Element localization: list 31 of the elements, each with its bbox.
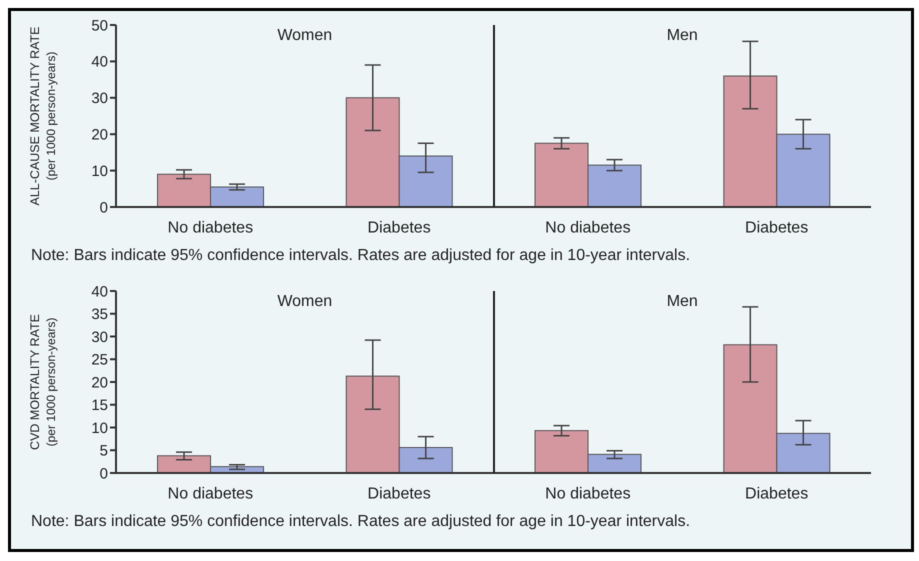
x-tick-label: No diabetes	[168, 485, 254, 502]
x-tick-label: No diabetes	[545, 219, 631, 236]
y-axis-title: CVD MORTALITY RATE (per 1000 person-years)	[28, 314, 58, 450]
annotation: Women	[276, 27, 334, 45]
y-tick-label: 20	[91, 126, 108, 144]
x-tick-label: Diabetes	[368, 485, 431, 502]
y-tick-label: 35	[91, 306, 108, 324]
text: Note: Bars indicate 95% confidence intervals. Rates are adjusted for age in 10-year intervals.	[31, 247, 692, 265]
y-tick-label: 0	[100, 199, 108, 216]
y-tick-label: 5	[100, 442, 108, 460]
annotation: Men	[666, 293, 699, 311]
x-tick-label: No diabetes	[545, 485, 631, 502]
y-tick-label: 40	[91, 283, 108, 300]
y-tick-label: 30	[91, 328, 108, 346]
y-tick-label: 25	[91, 352, 108, 369]
annotation: Men	[666, 27, 699, 45]
y-tick-label: 40	[91, 54, 108, 71]
y-tick-label: 15	[91, 397, 108, 414]
x-tick-label: Diabetes	[745, 485, 808, 502]
y-tick-label: 10	[91, 162, 108, 180]
y-tick-label: 10	[91, 420, 108, 437]
y-tick-label: 30	[91, 90, 108, 108]
y-tick-label: 50	[91, 17, 108, 34]
y-axis-title: ALL-CAUSE MORTALITY RATE (per 1000 person-years)	[28, 26, 58, 206]
y-tick-label: 0	[100, 465, 108, 482]
y-tick-label: 20	[91, 374, 108, 392]
x-tick-label: Diabetes	[368, 219, 431, 236]
x-tick-label: No diabetes	[168, 219, 254, 236]
text: Note: Bars indicate 95% confidence intervals. Rates are adjusted for age in 10-year intervals.	[31, 513, 692, 531]
x-tick-label: Diabetes	[745, 219, 808, 236]
annotation: Women	[276, 293, 334, 311]
